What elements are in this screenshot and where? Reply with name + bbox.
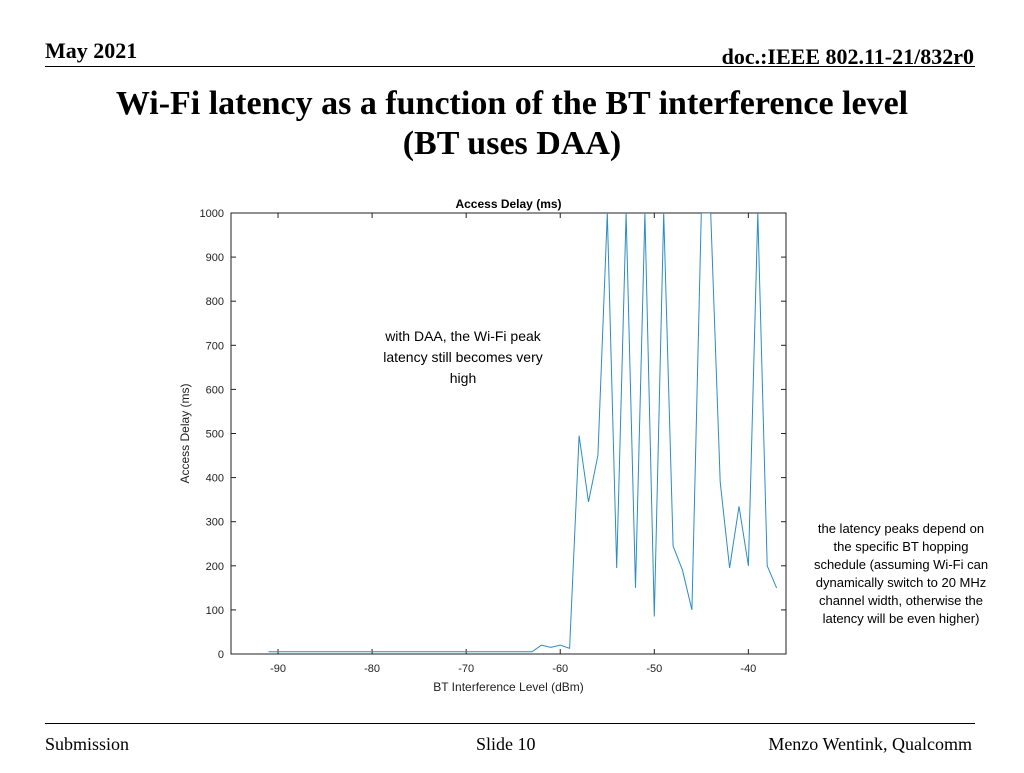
footer-slide-number: Slide 10 bbox=[476, 734, 536, 754]
y-tick-label: 400 bbox=[206, 473, 224, 485]
peaks-annotation: the latency peaks depend on the specific… bbox=[813, 521, 989, 626]
header-doc-id: doc.:IEEE 802.11-21/832r0 bbox=[721, 44, 974, 69]
x-tick-label: -40 bbox=[740, 663, 756, 675]
series-line bbox=[268, 213, 778, 653]
footer-author: Menzo Wentink, Qualcomm bbox=[768, 734, 972, 754]
y-tick-label: 500 bbox=[206, 429, 224, 441]
y-tick-label: 300 bbox=[206, 517, 224, 529]
footer-submission: Submission bbox=[45, 734, 130, 754]
y-tick-label: 1000 bbox=[200, 208, 224, 220]
footer-rule bbox=[45, 723, 975, 724]
daa-annotation: with DAA, the Wi-Fi peak latency still b… bbox=[383, 328, 543, 386]
x-tick-label: -70 bbox=[458, 663, 474, 675]
y-tick-label: 100 bbox=[206, 605, 224, 617]
y-tick-label: 0 bbox=[218, 649, 224, 661]
slide-title-line1: Wi-Fi latency as a function of the BT in… bbox=[115, 85, 909, 122]
slide-title: Wi-Fi latency as a function of the BT in… bbox=[60, 84, 964, 164]
header-date: May 2021 bbox=[45, 38, 138, 63]
chart-title: Access Delay (ms) bbox=[455, 197, 561, 211]
slide-title-line2: (BT uses DAA) bbox=[402, 125, 622, 162]
x-tick-label: -60 bbox=[552, 663, 568, 675]
y-tick-label: 900 bbox=[206, 252, 224, 264]
y-tick-label: 800 bbox=[206, 296, 224, 308]
x-axis-label: BT Interference Level (dBm) bbox=[433, 680, 584, 694]
y-tick-label: 200 bbox=[206, 561, 224, 573]
x-tick-label: -50 bbox=[646, 663, 662, 675]
y-axis-label: Access Delay (ms) bbox=[178, 383, 192, 483]
y-tick-label: 600 bbox=[206, 384, 224, 396]
header-rule bbox=[45, 66, 975, 67]
x-tick-label: -90 bbox=[270, 663, 286, 675]
x-tick-label: -80 bbox=[364, 663, 380, 675]
y-tick-label: 700 bbox=[206, 340, 224, 352]
plot-frame bbox=[230, 212, 787, 655]
